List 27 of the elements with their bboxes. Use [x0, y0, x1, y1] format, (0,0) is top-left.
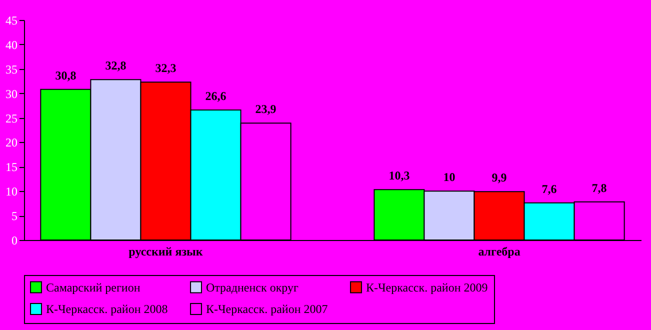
data-label: 7,8 — [592, 180, 607, 195]
data-label: 10,3 — [388, 168, 410, 183]
y-tick-label: 20 — [6, 136, 18, 150]
legend-label: Отрадненск округ — [206, 280, 298, 294]
data-label: 23,9 — [255, 102, 276, 116]
data-label: 10 — [443, 170, 456, 184]
x-tick-label: русский язык — [128, 244, 203, 258]
data-label: 32,8 — [105, 58, 126, 73]
y-tick-label: 0 — [12, 234, 18, 248]
legend-label: К-Черкасск. район 2009 — [366, 280, 488, 294]
legend-label: Самарский регион — [46, 280, 141, 294]
data-label: 30,8 — [55, 68, 76, 82]
y-tick-label: 15 — [6, 160, 18, 174]
x-tick-label: алгебра — [478, 244, 520, 258]
data-label: 9,9 — [492, 170, 507, 185]
y-tick-label: 40 — [6, 38, 18, 52]
y-tick-label: 45 — [6, 14, 18, 28]
y-tick-label: 30 — [6, 86, 18, 101]
y-tick-label: 25 — [6, 111, 18, 126]
legend-label: К-Черкасск. район 2008 — [46, 302, 168, 316]
data-label: 26,6 — [205, 88, 226, 103]
y-tick-label: 10 — [6, 184, 18, 199]
data-label: 32,3 — [155, 61, 176, 76]
y-tick-label: 35 — [6, 62, 18, 76]
data-label: 7,6 — [542, 182, 557, 196]
y-tick-label: 5 — [12, 209, 18, 224]
legend-label: К-Черкасск. район 2007 — [206, 302, 328, 316]
